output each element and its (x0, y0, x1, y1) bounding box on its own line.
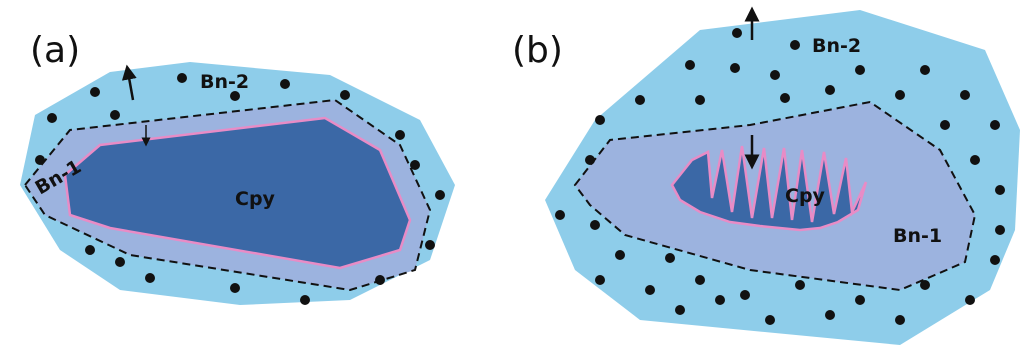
panel-label: (b) (512, 30, 563, 71)
panel-a: (a) Bn-2 Bn-1 Cpy (20, 30, 455, 305)
panel-b: (b) Bn-2 Bn-1 Cpy (512, 10, 1020, 345)
outer-label: Bn-2 (812, 35, 861, 57)
inner-label: Cpy (235, 188, 276, 210)
diagram: (a) Bn-2 Bn-1 Cpy (b) Bn-2 Bn-1 Cpy (0, 0, 1026, 358)
middle-label: Bn-1 (893, 225, 942, 247)
page: (a) Bn-2 Bn-1 Cpy (b) Bn-2 Bn-1 Cpy (0, 0, 1026, 358)
inner-label: Cpy (785, 185, 826, 207)
panel-label: (a) (30, 30, 80, 71)
outer-label: Bn-2 (200, 71, 249, 93)
